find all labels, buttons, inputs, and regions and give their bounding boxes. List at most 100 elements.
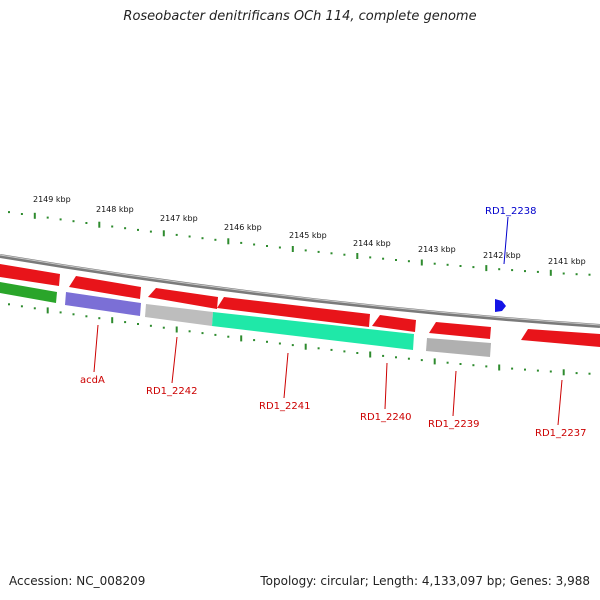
gene-arrow[interactable]: [217, 297, 370, 327]
gene-arrow[interactable]: [148, 288, 218, 309]
outer-minor-tick: [266, 245, 268, 247]
forward-strand-genes: [0, 264, 600, 347]
tick-label-2144: 2144 kbp: [353, 239, 391, 248]
inner-minor-tick: [575, 372, 578, 375]
gene-bar-green[interactable]: [0, 282, 57, 303]
outer-minor-tick: [317, 250, 320, 253]
inner-minor-tick: [524, 368, 526, 371]
inner-minor-tick: [201, 332, 204, 335]
outer-minor-tick: [111, 225, 114, 228]
outer-minor-tick: [459, 265, 462, 267]
inner-major-tick: [369, 351, 372, 358]
inner-minor-tick: [343, 350, 346, 353]
outer-major-tick: [420, 259, 423, 266]
outer-major-tick: [356, 253, 359, 259]
outer-minor-tick: [511, 269, 514, 272]
gene-marker-rd1-2238[interactable]: [495, 299, 506, 312]
tick-label-2147: 2147 kbp: [160, 214, 198, 223]
inner-minor-tick: [459, 363, 462, 365]
tick-label-2141: 2141 kbp: [548, 257, 586, 266]
outer-minor-tick: [382, 257, 385, 260]
gene-label-rd1-2240[interactable]: RD1_2240: [360, 412, 411, 423]
outer-minor-tick: [472, 266, 475, 269]
inner-major-tick: [498, 364, 501, 371]
outer-minor-tick: [575, 273, 578, 276]
inner-minor-tick: [85, 315, 88, 318]
gene-bar-teal[interactable]: [212, 312, 414, 350]
inner-minor-tick: [278, 342, 281, 345]
gene-labels: acdA RD1_2242 RD1_2241 RD1_2240 RD1_2239…: [80, 206, 586, 439]
outer-minor-tick: [85, 222, 88, 224]
outer-minor-tick: [343, 253, 346, 256]
inner-minor-tick: [549, 370, 552, 373]
inner-minor-tick: [227, 335, 230, 338]
outer-minor-tick: [137, 228, 139, 231]
tick-label-2148: 2148 kbp: [96, 205, 134, 214]
inner-minor-tick: [8, 303, 10, 306]
inner-minor-tick: [485, 365, 488, 368]
gene-bar-grey-2[interactable]: [426, 338, 491, 357]
inner-minor-tick: [149, 324, 152, 327]
inner-minor-tick: [446, 361, 449, 364]
inner-minor-tick: [214, 333, 217, 336]
gene-label-acda[interactable]: acdA: [80, 375, 105, 386]
inner-minor-tick: [253, 339, 256, 342]
inner-minor-tick: [395, 356, 397, 359]
outer-major-tick: [291, 246, 294, 252]
inner-minor-tick: [124, 321, 127, 324]
inner-minor-tick: [291, 344, 294, 347]
gene-label-rd1-2238[interactable]: RD1_2238: [485, 206, 536, 217]
outer-minor-tick: [278, 246, 281, 249]
inner-major-tick: [240, 335, 243, 342]
inner-minor-tick: [356, 352, 359, 354]
tick-label-2145: 2145 kbp: [289, 231, 327, 240]
outer-minor-tick: [562, 272, 565, 275]
gene-label-rd1-2242[interactable]: RD1_2242: [146, 386, 197, 397]
gene-arrow[interactable]: [69, 276, 141, 299]
gene-label-rd1-2239[interactable]: RD1_2239: [428, 419, 479, 430]
inner-minor-tick: [536, 369, 539, 372]
inner-minor-tick: [511, 367, 514, 370]
outer-minor-tick: [214, 238, 217, 241]
outer-minor-tick: [446, 263, 449, 266]
inner-major-tick: [46, 307, 49, 314]
inner-major-tick: [433, 358, 436, 365]
gene-arrow[interactable]: [429, 322, 491, 339]
outer-major-tick: [162, 230, 165, 237]
gene-label-rd1-2237[interactable]: RD1_2237: [535, 428, 586, 439]
gene-label-rd1-2241[interactable]: RD1_2241: [259, 401, 310, 412]
outer-minor-tick: [188, 235, 191, 238]
outer-minor-tick: [20, 213, 23, 215]
tick-label-2149: 2149 kbp: [33, 195, 71, 204]
inner-minor-tick: [162, 326, 165, 329]
outer-minor-tick: [149, 230, 152, 233]
inner-minor-tick: [588, 372, 591, 375]
label-leaders: [93, 216, 563, 426]
gene-arrow[interactable]: [521, 329, 600, 347]
outer-tick-ring: [8, 211, 591, 276]
gene-arrow[interactable]: [0, 264, 60, 286]
genome-title: Roseobacter denitrificans OCh 114, compl…: [123, 9, 477, 24]
scale-labels: 2149 kbp 2148 kbp 2147 kbp 2146 kbp 2145…: [33, 195, 586, 266]
outer-minor-tick: [59, 218, 62, 221]
outer-major-tick: [227, 238, 230, 245]
outer-minor-tick: [369, 256, 372, 259]
genome-backbone-highlight: [0, 254, 600, 326]
outer-major-tick: [98, 221, 101, 228]
inner-minor-tick: [472, 364, 475, 367]
gene-arrow[interactable]: [372, 315, 416, 332]
outer-minor-tick: [588, 273, 591, 276]
inner-minor-tick: [72, 313, 75, 316]
inner-minor-tick: [407, 357, 410, 360]
outer-minor-tick: [498, 268, 501, 271]
inner-minor-tick: [59, 311, 62, 314]
tick-label-2143: 2143 kbp: [418, 245, 456, 254]
gene-bar-grey[interactable]: [145, 304, 213, 326]
inner-minor-tick: [420, 359, 423, 362]
genome-backbone: [0, 254, 600, 328]
inner-major-tick: [111, 317, 114, 324]
inner-minor-tick: [382, 354, 385, 357]
inner-minor-tick: [266, 340, 268, 343]
gene-bar-purple[interactable]: [65, 292, 141, 316]
